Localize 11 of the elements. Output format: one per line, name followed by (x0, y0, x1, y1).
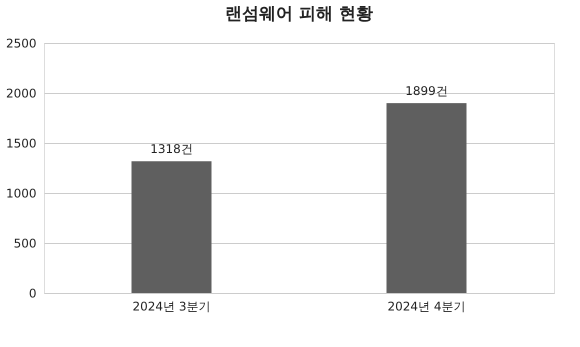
y-tick-label: 1000 (6, 186, 36, 200)
y-tick-label: 2000 (6, 86, 36, 100)
x-tick-label: 2024년 3분기 (132, 300, 210, 314)
y-tick-label: 1500 (6, 136, 36, 150)
x-tick-label: 2024년 4분기 (388, 300, 466, 314)
chart-title: 랜섬웨어 피해 현황 (225, 4, 373, 24)
y-tick-label: 2500 (6, 36, 36, 50)
data-label: 1318건 (150, 142, 193, 156)
y-tick-label: 0 (28, 286, 36, 300)
y-tick-label: 500 (14, 236, 36, 250)
data-label: 1899건 (405, 84, 448, 98)
